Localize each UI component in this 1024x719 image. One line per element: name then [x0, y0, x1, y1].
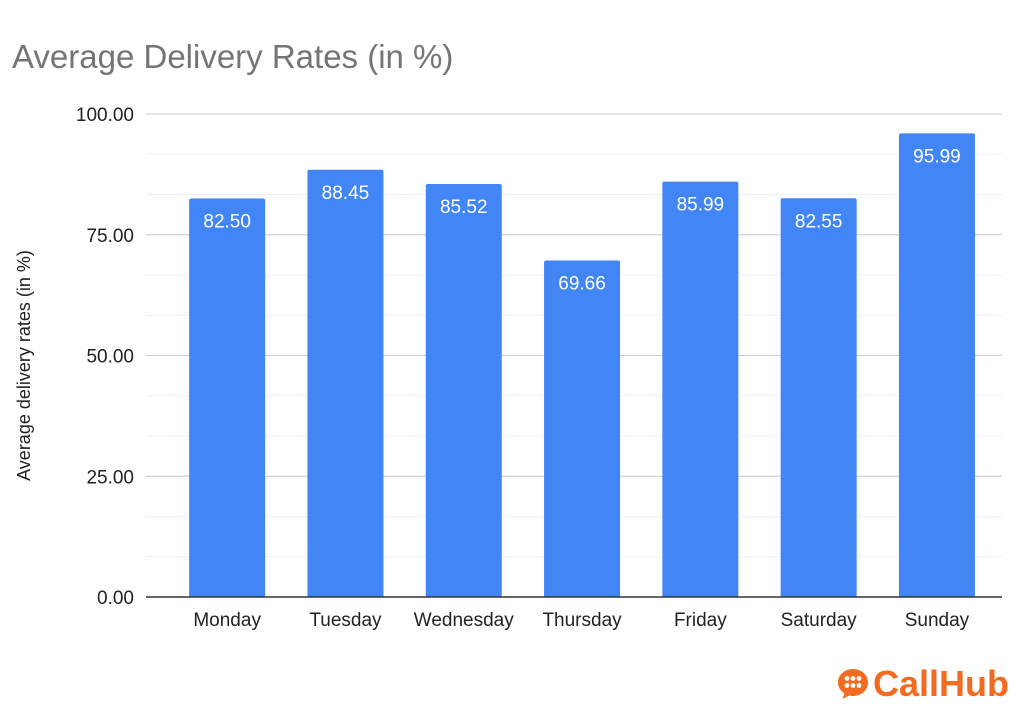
y-tick-label: 0.00 — [97, 588, 134, 609]
y-tick-labels: 0.00 25.00 50.00 75.00 100.00 — [76, 105, 134, 609]
data-label: 85.52 — [440, 197, 488, 218]
bar-tuesday — [307, 169, 384, 597]
x-tick-labels: Monday Tuesday Wednesday Thursday Friday Satu… — [193, 610, 969, 631]
x-tick-label: Saturday — [781, 610, 858, 631]
brand-name: CallHub — [873, 663, 1010, 704]
data-label: 95.99 — [913, 146, 961, 167]
bar-friday — [662, 181, 739, 597]
data-label: 82.55 — [795, 211, 843, 232]
data-label: 69.66 — [558, 274, 606, 295]
data-label: 85.99 — [677, 195, 725, 216]
y-tick-label: 50.00 — [86, 347, 134, 368]
x-tick-label: Friday — [674, 610, 727, 631]
brand-logo: CallHub — [836, 666, 1009, 702]
data-label: 82.50 — [203, 212, 251, 233]
bar-saturday — [780, 198, 857, 597]
x-tick-label: Sunday — [905, 610, 970, 631]
x-tick-label: Monday — [193, 610, 261, 631]
y-axis-title: Average delivery rates (in %) — [14, 250, 34, 481]
data-labels: 82.50 88.45 85.52 69.66 85.99 82.55 95.99 — [203, 146, 960, 294]
x-tick-label: Thursday — [542, 610, 622, 631]
bar-wednesday — [425, 183, 502, 597]
bar-monday — [189, 198, 266, 597]
chart-title: Average Delivery Rates (in %) — [12, 38, 454, 75]
bar-sunday — [898, 133, 975, 598]
bar-thursday — [544, 260, 621, 597]
y-tick-label: 100.00 — [76, 105, 134, 126]
x-tick-label: Tuesday — [309, 610, 382, 631]
x-tick-label: Wednesday — [414, 610, 514, 631]
bars — [189, 133, 975, 598]
data-label: 88.45 — [322, 183, 370, 204]
y-tick-label: 25.00 — [86, 467, 134, 488]
chat-bubble-icon — [838, 669, 868, 699]
y-tick-label: 75.00 — [86, 226, 134, 247]
